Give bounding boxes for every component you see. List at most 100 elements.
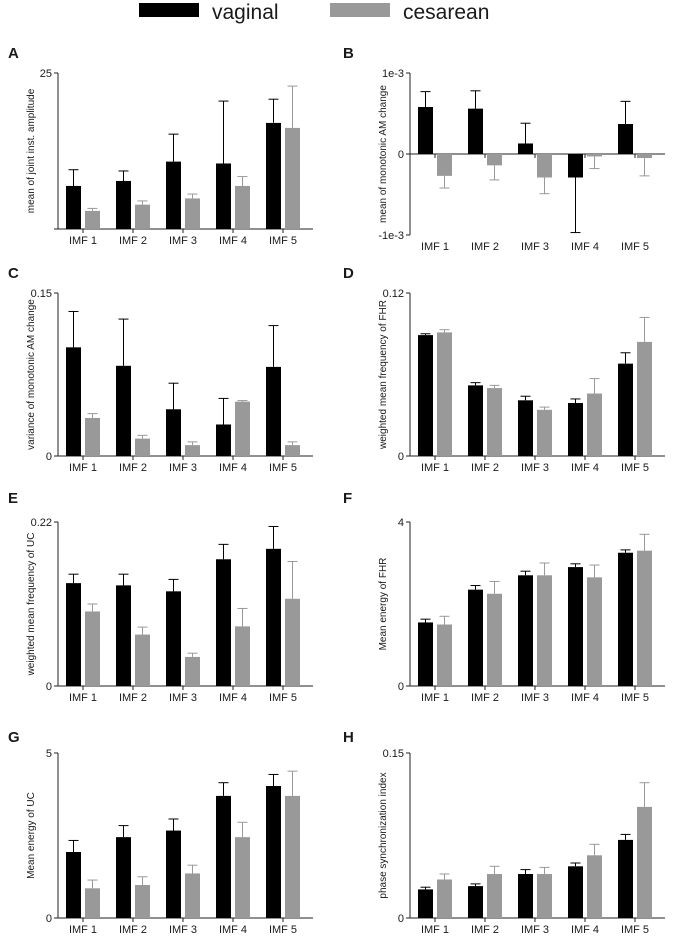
panel-c-bar-cesarean xyxy=(235,401,250,456)
panel-f-bar-cesarean xyxy=(437,624,452,686)
panel-e-ytick-label: 0 xyxy=(46,681,52,693)
panel-c-bar-cesarean xyxy=(135,438,150,456)
panel-c-category-label: IMF 3 xyxy=(169,462,197,474)
panel-d-category-label: IMF 2 xyxy=(471,462,499,474)
panel-d-bar-cesarean xyxy=(537,409,552,456)
panel-g-bar-vaginal xyxy=(116,837,131,918)
panel-e-bar-vaginal xyxy=(116,585,131,686)
panel-c-bar-vaginal xyxy=(216,424,231,456)
panel-a-bar-vaginal xyxy=(166,161,181,229)
panel-e-bar-vaginal xyxy=(166,591,181,686)
panel-h-ytick-label: 0.15 xyxy=(383,748,404,760)
panel-d-ytick-label: 0.12 xyxy=(383,288,404,300)
panel-e-bar-cesarean xyxy=(85,611,100,686)
panel-e-ytick-label: 0.22 xyxy=(31,517,52,529)
panel-e-bar-cesarean xyxy=(285,598,300,686)
panel-b-bar-cesarean xyxy=(437,154,452,176)
panel-h-category-label: IMF 5 xyxy=(621,924,649,936)
legend-swatch-cesarean xyxy=(330,3,390,17)
panel-e-category-label: IMF 3 xyxy=(169,692,197,704)
panel-f-letter: F xyxy=(343,490,352,507)
panel-b-bar-cesarean xyxy=(537,154,552,178)
panel-f: F Mean energy of FHR 0 4 IMF 1 IMF 2 IMF 3 IMF … xyxy=(343,490,665,704)
panel-a-ylabel: mean of joint inst. amplitude xyxy=(26,88,37,213)
panel-e-bar-cesarean xyxy=(235,626,250,686)
panel-b-category-label: IMF 4 xyxy=(571,241,599,253)
panel-d-bar-cesarean xyxy=(487,388,502,456)
legend-label-vaginal: vaginal xyxy=(212,1,279,24)
panel-f-bar-vaginal xyxy=(468,589,483,686)
panel-a-bar-cesarean xyxy=(135,204,150,229)
panel-c-bar-vaginal xyxy=(66,347,81,456)
panel-g-bar-vaginal xyxy=(166,830,181,918)
panel-e-category-label: IMF 2 xyxy=(119,692,147,704)
panel-b-category-label: IMF 3 xyxy=(521,241,549,253)
panel-a-bar-vaginal xyxy=(266,122,281,229)
panel-h-bar-vaginal xyxy=(418,889,433,918)
panel-h-bar-cesarean xyxy=(637,806,652,918)
panel-e-bar-vaginal xyxy=(216,559,231,686)
panel-d-letter: D xyxy=(343,265,354,282)
panel-h-bar-cesarean xyxy=(437,879,452,918)
panel-f-bar-vaginal xyxy=(518,575,533,686)
panel-c-ytick-label: 0 xyxy=(46,451,52,463)
panel-e-bar-vaginal xyxy=(66,583,81,686)
panel-d-category-label: IMF 1 xyxy=(421,462,449,474)
panel-d-bar-cesarean xyxy=(637,341,652,456)
legend: vaginal cesarean xyxy=(139,1,489,24)
panel-b-ytick-label: -1e-3 xyxy=(378,230,404,242)
panel-h-bar-cesarean xyxy=(537,874,552,918)
panel-c-ylabel: variance of monotonic AM change xyxy=(26,299,37,450)
panel-d-bar-vaginal xyxy=(468,385,483,456)
panel-f-category-label: IMF 3 xyxy=(521,692,549,704)
panel-h-bar-cesarean xyxy=(487,874,502,918)
panel-c-category-label: IMF 4 xyxy=(219,462,247,474)
panel-e-ylabel: weighted mean frequency of UC xyxy=(26,533,37,677)
panel-b-category-label: IMF 5 xyxy=(621,241,649,253)
panel-h-bar-vaginal xyxy=(518,874,533,918)
panel-h-bar-cesarean xyxy=(587,855,602,918)
panel-h-bar-vaginal xyxy=(568,866,583,918)
panel-a-bar-cesarean xyxy=(285,127,300,229)
panel-d-bar-cesarean xyxy=(587,393,602,456)
panel-b-letter: B xyxy=(343,45,354,62)
panel-c-bar-cesarean xyxy=(185,445,200,456)
panel-d-bar-vaginal xyxy=(518,400,533,456)
panel-b-category-label: IMF 1 xyxy=(421,241,449,253)
panel-b-bar-vaginal xyxy=(618,124,633,154)
panel-a-bar-vaginal xyxy=(66,185,81,229)
panel-f-ylabel: Mean energy of FHR xyxy=(378,558,389,651)
panel-c-letter: C xyxy=(8,265,19,282)
panel-a-category-label: IMF 1 xyxy=(69,235,97,247)
panel-g: G Mean energy of UC 0 5 IMF 1 IMF 2 IMF 3 IMF 4… xyxy=(8,729,313,936)
panel-h-bar-vaginal xyxy=(618,839,633,918)
panel-g-ytick-label: 0 xyxy=(46,913,52,925)
panel-h-category-label: IMF 2 xyxy=(471,924,499,936)
panel-h-category-label: IMF 3 xyxy=(521,924,549,936)
panel-c-bar-vaginal xyxy=(266,366,281,456)
panel-f-bar-cesarean xyxy=(637,550,652,686)
panel-g-bar-vaginal xyxy=(266,786,281,918)
panel-c-bar-cesarean xyxy=(285,445,300,456)
panel-d-ytick-label: 0 xyxy=(398,451,404,463)
panel-e-bar-cesarean xyxy=(135,634,150,686)
panel-f-bar-vaginal xyxy=(568,567,583,686)
panel-b-bar-cesarean xyxy=(487,154,502,166)
panel-h-ytick-label: 0 xyxy=(398,913,404,925)
panel-h-ylabel: phase synchronization index xyxy=(378,772,389,898)
panel-d-category-label: IMF 3 xyxy=(521,462,549,474)
panel-g-bar-vaginal xyxy=(66,852,81,918)
panel-e-category-label: IMF 5 xyxy=(269,692,297,704)
panel-g-category-label: IMF 4 xyxy=(219,924,247,936)
panel-h-category-label: IMF 4 xyxy=(571,924,599,936)
panel-g-bar-cesarean xyxy=(285,795,300,918)
panel-d-bar-cesarean xyxy=(437,332,452,456)
panel-g-bar-cesarean xyxy=(235,837,250,918)
panel-g-letter: G xyxy=(8,729,20,746)
panel-b-ylabel: mean of monotonic AM change xyxy=(378,85,389,223)
panel-c-category-label: IMF 2 xyxy=(119,462,147,474)
